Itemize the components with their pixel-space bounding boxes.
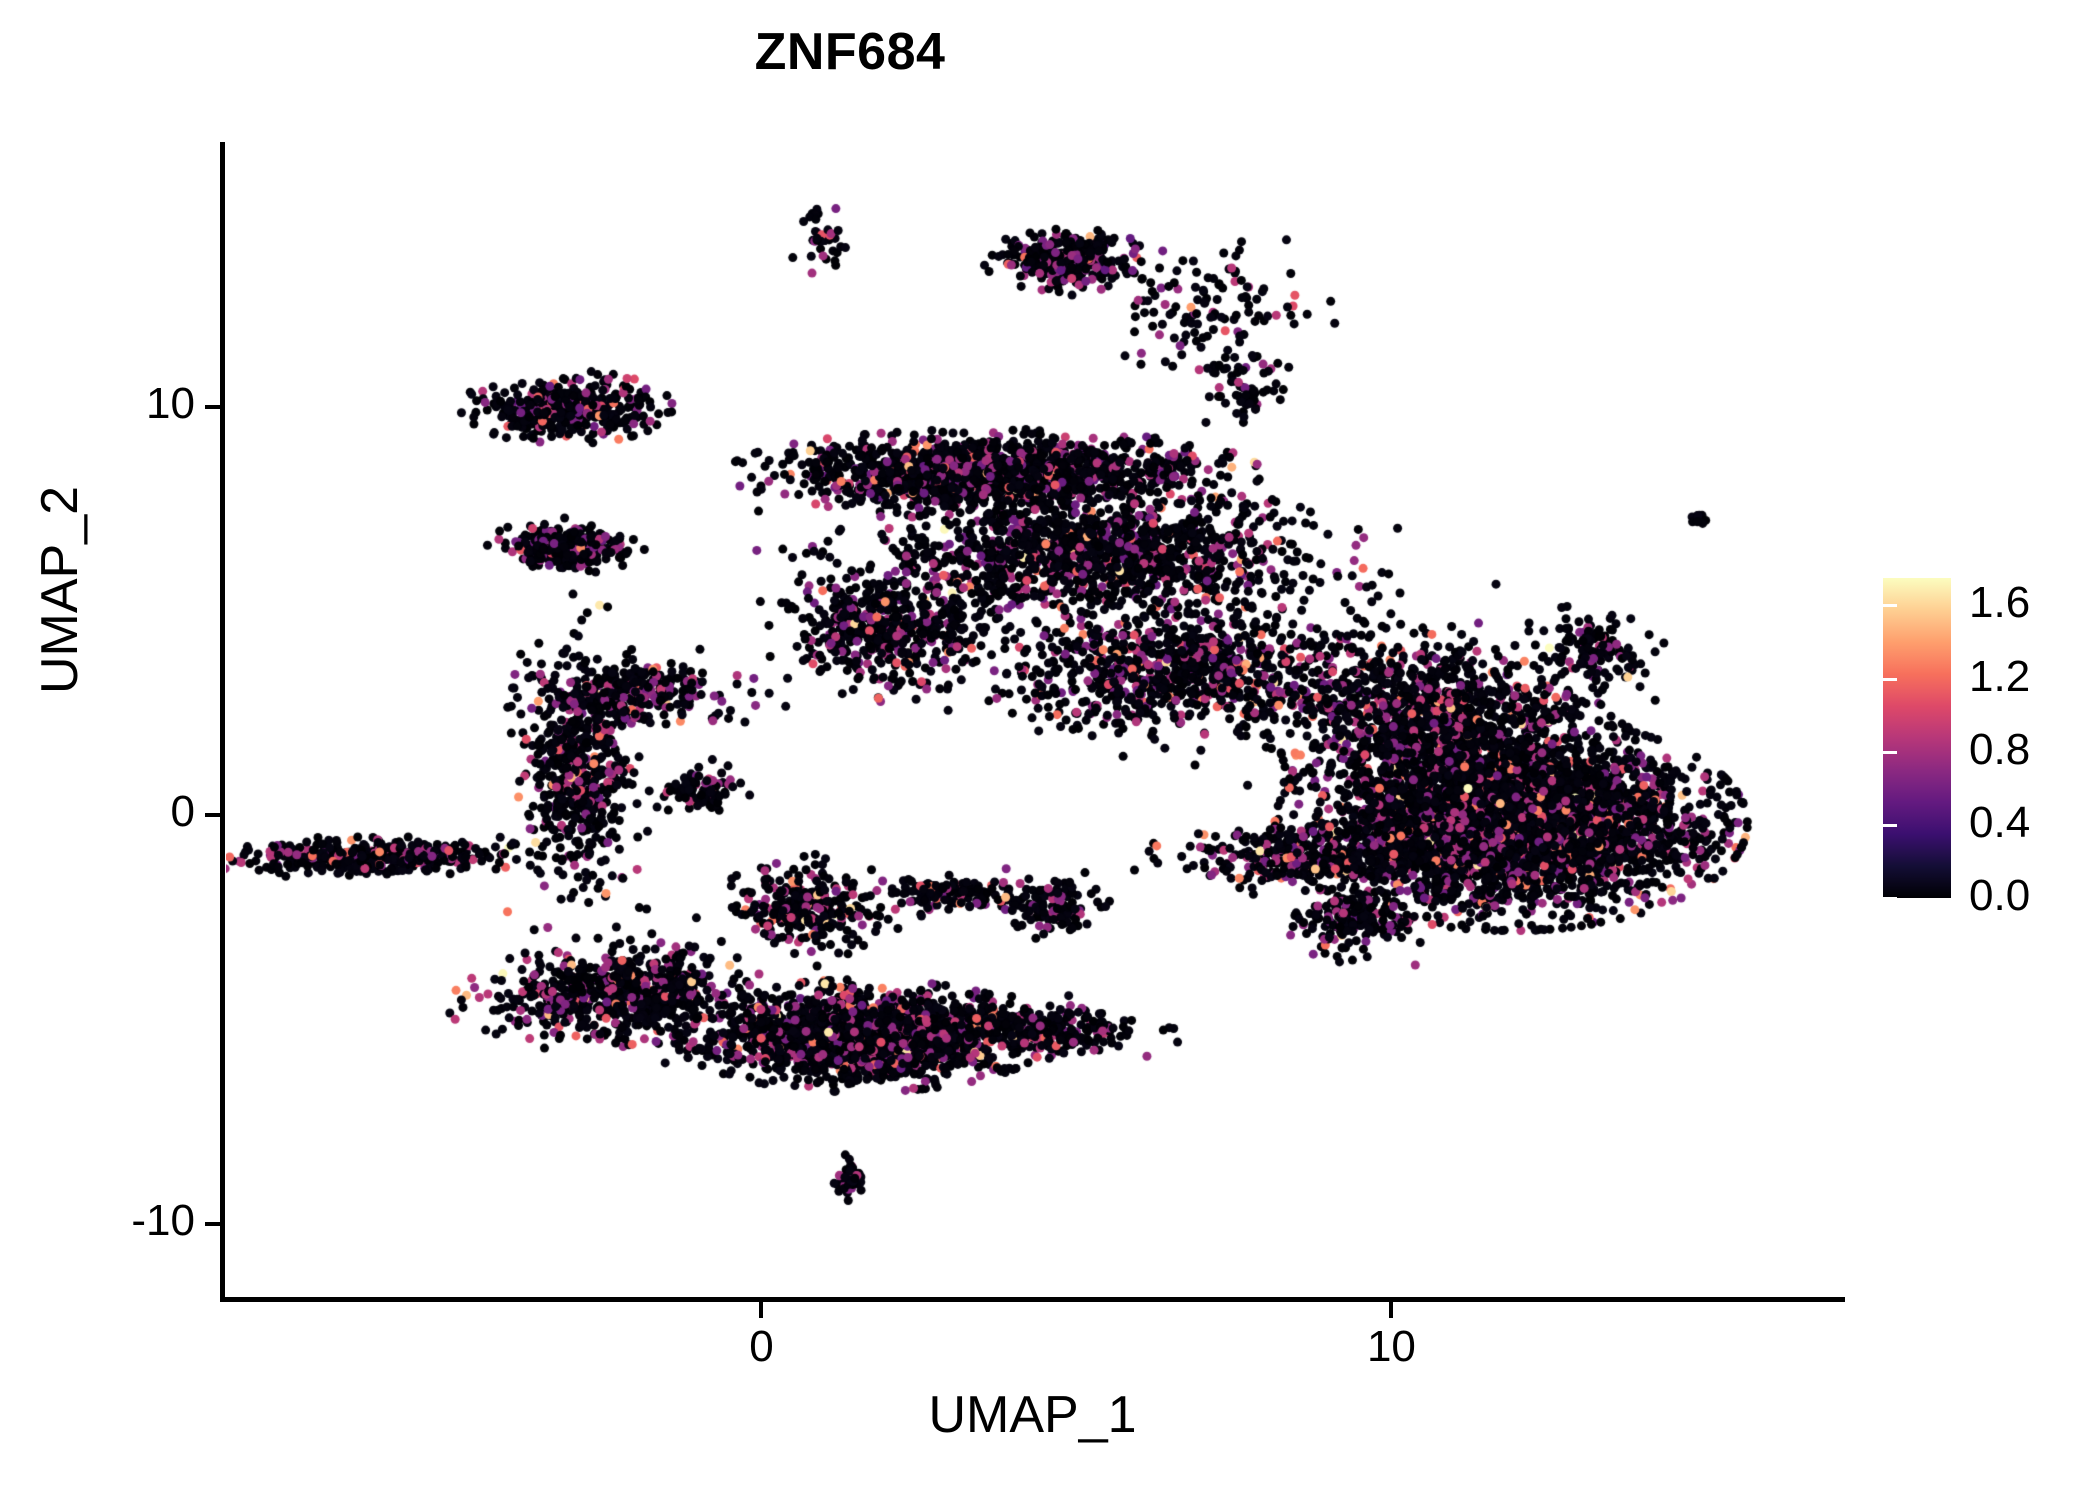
x-tick-label: 10	[1366, 1322, 1416, 1371]
colorbar-tick-label: 1.6	[1969, 578, 2031, 628]
colorbar-tick-mark	[1883, 677, 1897, 681]
plot-area	[226, 142, 1845, 1297]
colorbar-tick-mark	[1883, 897, 1897, 900]
colorbar-tick-mark	[1883, 823, 1897, 827]
x-tick-mark	[759, 1302, 764, 1318]
y-axis-title: UMAP_2	[31, 485, 89, 695]
x-tick-label: 0	[749, 1322, 774, 1371]
colorbar-tick-label: 0.0	[1969, 871, 2031, 920]
y-tick-mark	[205, 813, 221, 818]
colorbar-tick-mark	[2069, 604, 2083, 608]
y-tick-mark	[205, 1221, 221, 1226]
colorbar-tick-label: 0.4	[1969, 797, 2031, 847]
colorbar-tick-mark	[2069, 750, 2083, 754]
x-tick-mark	[1389, 1302, 1394, 1318]
colorbar-tick-mark	[1883, 604, 1897, 608]
y-axis-line	[220, 142, 225, 1302]
colorbar-legend: 0.0 0.4 0.8 1.2 1.6	[1883, 578, 2083, 918]
y-tick-label: 10	[146, 379, 195, 429]
colorbar-tick-mark	[2069, 823, 2083, 827]
y-tick-mark	[205, 405, 221, 410]
colorbar-tick-label: 0.8	[1969, 724, 2031, 774]
colorbar-tick-label: 1.2	[1969, 651, 2031, 701]
x-axis-line	[220, 1297, 1845, 1302]
page-title: ZNF684	[754, 23, 946, 81]
scatter-canvas	[226, 142, 1845, 1297]
colorbar-tick-mark	[2069, 897, 2083, 900]
colorbar-tick-mark	[1883, 750, 1897, 754]
y-tick-label: 0	[170, 787, 195, 837]
colorbar-tick-mark	[2069, 677, 2083, 681]
y-tick-label: -10	[131, 1195, 195, 1245]
colorbar-gradient	[1883, 578, 1951, 898]
x-axis-title: UMAP_1	[928, 1386, 1137, 1444]
